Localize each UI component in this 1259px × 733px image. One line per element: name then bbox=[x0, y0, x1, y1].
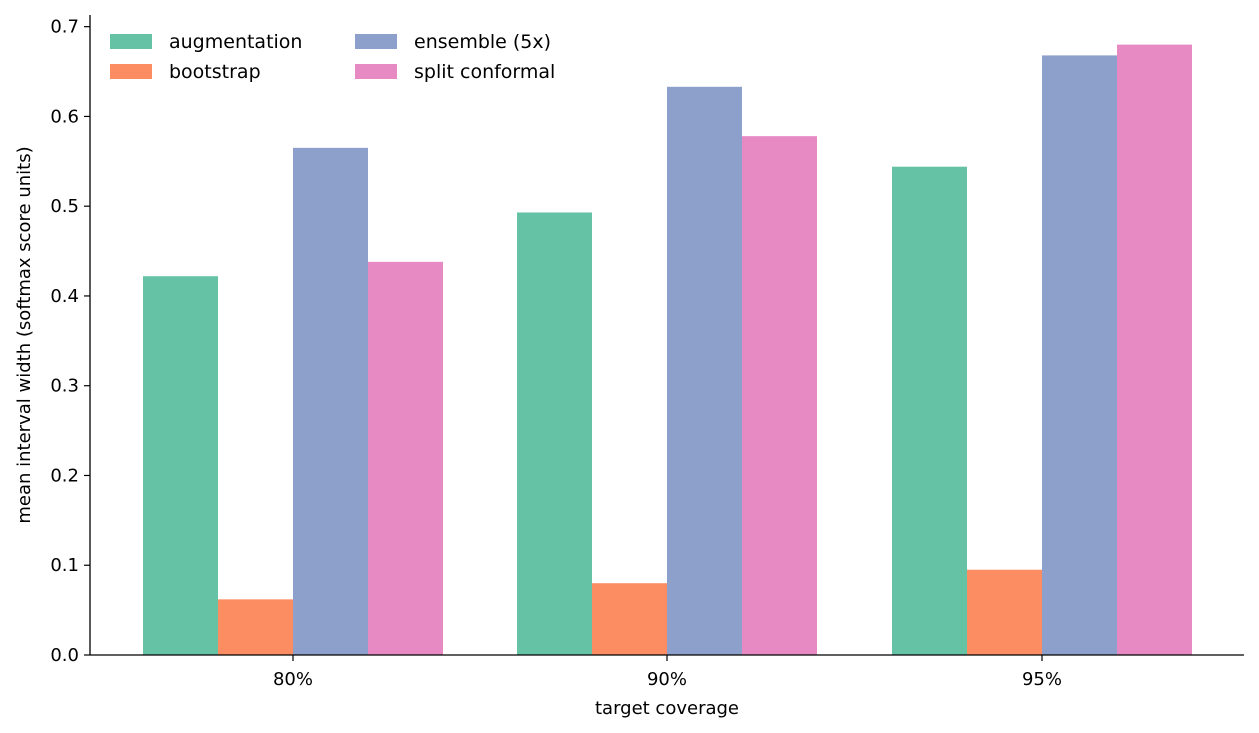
bar-split-conformal-2 bbox=[1117, 44, 1192, 655]
bar-ensemble-5x--0 bbox=[293, 147, 368, 656]
x-tick-label: 95% bbox=[1022, 669, 1062, 690]
y-tick-label: 0.2 bbox=[50, 465, 79, 486]
y-tick-label: 0.1 bbox=[50, 555, 79, 576]
bar-bootstrap-2 bbox=[967, 569, 1042, 655]
y-axis-label: mean interval width (softmax score units… bbox=[14, 146, 35, 523]
bars-layer bbox=[143, 44, 1192, 656]
legend-swatch bbox=[355, 64, 397, 79]
bar-split-conformal-0 bbox=[368, 261, 443, 655]
legend-label: split conformal bbox=[414, 61, 555, 83]
y-ticks: 0.0 0.1 0.2 0.3 0.4 0.5 0.6 0.7 bbox=[50, 17, 90, 666]
x-axis-label: target coverage bbox=[595, 698, 739, 719]
bar-augmentation-0 bbox=[143, 276, 218, 655]
y-tick-label: 0.3 bbox=[50, 376, 79, 397]
bar-bootstrap-1 bbox=[592, 583, 667, 655]
legend-swatch bbox=[110, 34, 152, 49]
x-tick-label: 80% bbox=[273, 669, 313, 690]
x-tick-label: 90% bbox=[647, 669, 687, 690]
bar-ensemble-5x--2 bbox=[1042, 55, 1117, 656]
legend-swatch bbox=[110, 64, 152, 79]
y-tick-label: 0.7 bbox=[50, 17, 79, 38]
bar-augmentation-2 bbox=[892, 166, 967, 655]
bar-bootstrap-0 bbox=[218, 599, 293, 655]
bar-augmentation-1 bbox=[517, 212, 592, 655]
legend-label: bootstrap bbox=[169, 61, 261, 83]
legend-swatch bbox=[355, 34, 397, 49]
y-tick-label: 0.6 bbox=[50, 106, 79, 127]
bar-ensemble-5x--1 bbox=[667, 86, 742, 655]
y-tick-label: 0.5 bbox=[50, 196, 79, 217]
legend-label: augmentation bbox=[169, 31, 302, 53]
legend: augmentation bootstrap ensemble (5x) split … bbox=[110, 31, 555, 83]
y-tick-label: 0.0 bbox=[50, 645, 79, 666]
bar-split-conformal-1 bbox=[742, 136, 817, 656]
y-tick-label: 0.4 bbox=[50, 286, 79, 307]
x-ticks: 80% 90% 95% bbox=[273, 655, 1062, 690]
legend-label: ensemble (5x) bbox=[414, 31, 551, 53]
